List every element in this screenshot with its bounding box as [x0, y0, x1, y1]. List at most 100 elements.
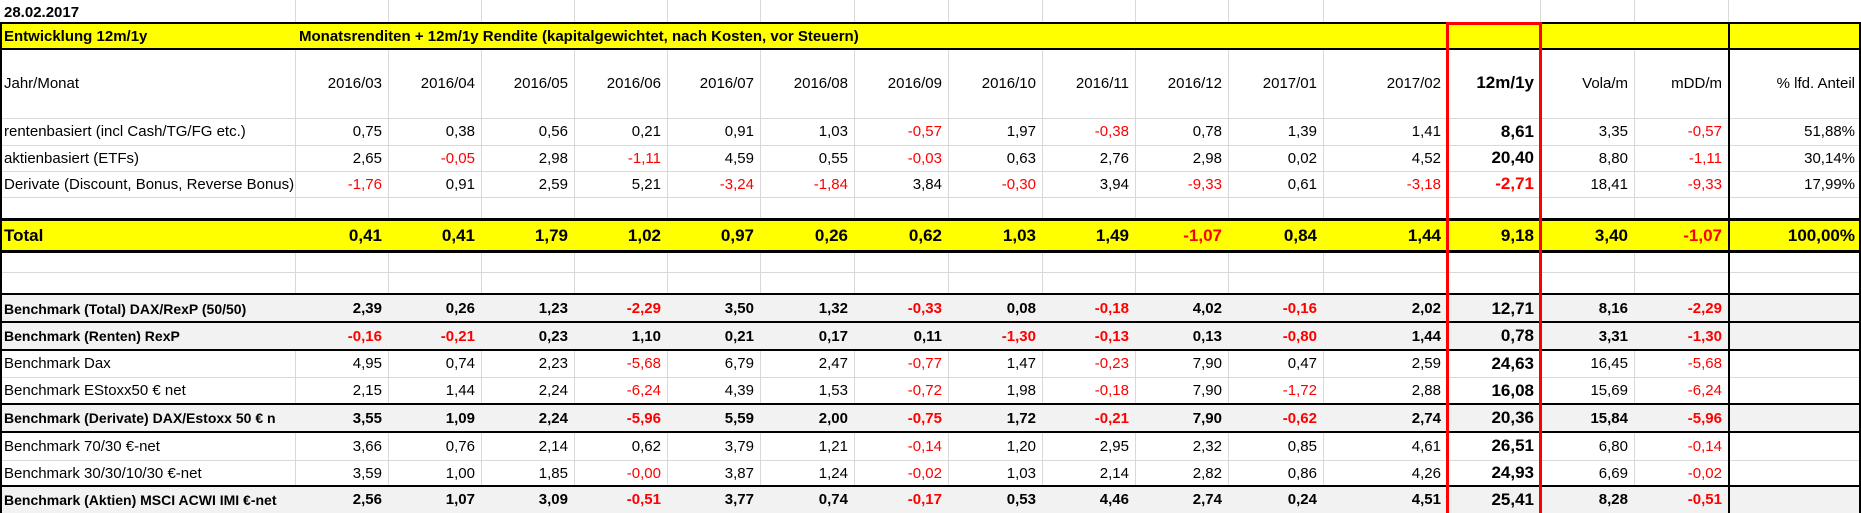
benchmark-label[interactable]: Benchmark (Total) DAX/RexP (50/50)	[4, 300, 247, 317]
total-month-value[interactable]: 0,41	[441, 225, 475, 245]
benchmark-vola[interactable]: 8,16	[1598, 300, 1628, 317]
month-value[interactable]: -0,03	[907, 149, 942, 167]
header-month[interactable]: 2016/10	[981, 74, 1036, 92]
benchmark-month-value[interactable]: -0,14	[907, 437, 942, 455]
benchmark-month-value[interactable]: 1,47	[1006, 355, 1036, 372]
benchmark-month-value[interactable]: 1,44	[445, 382, 475, 399]
month-value[interactable]: 2,65	[352, 149, 382, 167]
total-month-value[interactable]: 0,41	[348, 225, 382, 245]
benchmark-label[interactable]: Benchmark 70/30 €-net	[4, 437, 160, 455]
row-label[interactable]: Derivate (Discount, Bonus, Reverse Bonus…	[4, 175, 295, 193]
benchmark-month-value[interactable]: 6,79	[724, 355, 754, 372]
benchmark-month-value[interactable]: 2,24	[538, 382, 568, 399]
benchmark-month-value[interactable]: -0,72	[907, 382, 942, 399]
header-month[interactable]: 2017/01	[1262, 74, 1317, 92]
mdd-value[interactable]: -1,11	[1688, 149, 1722, 167]
benchmark-month-value[interactable]: 1,85	[538, 464, 568, 482]
total-month-value[interactable]: -1,07	[1183, 225, 1222, 245]
month-value[interactable]: 3,84	[912, 175, 942, 193]
benchmark-month-value[interactable]: 1,23	[538, 300, 568, 317]
benchmark-mdd[interactable]: -5,96	[1687, 409, 1722, 427]
benchmark-month-value[interactable]: 0,24	[1287, 491, 1317, 508]
month-value[interactable]: 0,63	[1006, 149, 1036, 167]
benchmark-month-value[interactable]: -1,30	[1001, 327, 1036, 345]
benchmark-vola[interactable]: 3,31	[1598, 327, 1628, 345]
month-value[interactable]: 0,78	[1192, 123, 1222, 140]
benchmark-month-value[interactable]: 7,90	[1192, 355, 1222, 372]
benchmark-month-value[interactable]: 2,74	[1411, 409, 1441, 427]
benchmark-month-value[interactable]: 2,82	[1192, 464, 1222, 482]
month-value[interactable]: 0,02	[1287, 149, 1317, 167]
total-month-value[interactable]: 1,03	[1002, 225, 1036, 245]
total-anteil[interactable]: 100,00%	[1787, 225, 1855, 245]
benchmark-label[interactable]: Benchmark EStoxx50 € net	[4, 382, 186, 399]
total-month-value[interactable]: 0,26	[814, 225, 848, 245]
header-month[interactable]: 2016/08	[793, 74, 848, 92]
benchmark-month-value[interactable]: 7,90	[1192, 382, 1222, 399]
benchmark-month-value[interactable]: 2,88	[1411, 382, 1441, 399]
benchmark-month-value[interactable]: 0,47	[1287, 355, 1317, 372]
benchmark-mdd[interactable]: -5,68	[1687, 355, 1722, 372]
month-value[interactable]: 2,98	[538, 149, 568, 167]
benchmark-month-value[interactable]: -6,24	[626, 382, 661, 399]
total-label[interactable]: Total	[4, 225, 44, 245]
month-value[interactable]: 0,61	[1287, 175, 1317, 193]
benchmark-month-value[interactable]: 1,32	[818, 300, 848, 317]
benchmark-month-value[interactable]: 4,46	[1099, 491, 1129, 508]
benchmark-month-value[interactable]: 0,74	[445, 355, 475, 372]
benchmark-month-value[interactable]: -0,77	[907, 355, 942, 372]
anteil-value[interactable]: 51,88%	[1804, 123, 1855, 140]
benchmark-month-value[interactable]: -1,72	[1282, 382, 1317, 399]
benchmark-month-value[interactable]: 0,85	[1287, 437, 1317, 455]
benchmark-month-value[interactable]: 3,77	[724, 491, 754, 508]
month-value[interactable]: 0,56	[538, 123, 568, 140]
benchmark-y12[interactable]: 0,78	[1500, 326, 1534, 345]
y12-value[interactable]: 20,40	[1491, 148, 1534, 167]
benchmark-month-value[interactable]: 0,17	[818, 327, 848, 345]
benchmark-month-value[interactable]: -5,68	[626, 355, 661, 372]
total-month-value[interactable]: 1,44	[1407, 225, 1441, 245]
month-value[interactable]: -1,11	[627, 149, 661, 167]
month-value[interactable]: 1,41	[1411, 123, 1441, 140]
total-month-value[interactable]: 0,62	[908, 225, 942, 245]
total-month-value[interactable]: 0,97	[720, 225, 754, 245]
month-value[interactable]: 0,38	[445, 123, 475, 140]
total-month-value[interactable]: 0,84	[1283, 225, 1317, 245]
benchmark-month-value[interactable]: 2,02	[1411, 300, 1441, 317]
month-value[interactable]: 4,52	[1411, 149, 1441, 167]
y12-value[interactable]: 8,61	[1500, 121, 1534, 141]
benchmark-mdd[interactable]: -0,02	[1687, 464, 1722, 482]
header-month[interactable]: 2016/04	[420, 74, 475, 92]
benchmark-month-value[interactable]: 3,59	[352, 464, 382, 482]
month-value[interactable]: 2,76	[1099, 149, 1129, 167]
benchmark-month-value[interactable]: 0,86	[1287, 464, 1317, 482]
benchmark-month-value[interactable]: 0,26	[445, 300, 475, 317]
benchmark-month-value[interactable]: -0,16	[1282, 300, 1317, 317]
benchmark-vola[interactable]: 16,45	[1590, 355, 1628, 372]
benchmark-month-value[interactable]: 1,09	[445, 409, 475, 427]
mdd-value[interactable]: -0,57	[1687, 123, 1722, 140]
benchmark-label[interactable]: Benchmark (Renten) RexP	[4, 328, 180, 344]
vola-value[interactable]: 8,80	[1598, 149, 1628, 167]
vola-value[interactable]: 3,35	[1598, 123, 1628, 140]
benchmark-month-value[interactable]: -0,18	[1094, 382, 1129, 399]
header-month[interactable]: 2016/05	[513, 74, 568, 92]
month-value[interactable]: 3,94	[1099, 175, 1129, 193]
month-value[interactable]: -0,30	[1001, 175, 1036, 193]
benchmark-month-value[interactable]: -0,62	[1282, 409, 1317, 427]
benchmark-vola[interactable]: 15,69	[1590, 382, 1628, 399]
benchmark-month-value[interactable]: 1,98	[1006, 382, 1036, 399]
month-value[interactable]: 4,59	[724, 149, 754, 167]
header-label[interactable]: Jahr/Monat	[4, 74, 80, 92]
benchmark-month-value[interactable]: 1,10	[631, 327, 661, 345]
month-value[interactable]: 5,21	[631, 175, 661, 193]
benchmark-month-value[interactable]: 3,66	[352, 437, 382, 455]
benchmark-month-value[interactable]: 4,02	[1192, 300, 1222, 317]
benchmark-y12[interactable]: 12,71	[1491, 298, 1534, 318]
month-value[interactable]: -0,38	[1094, 123, 1129, 140]
benchmark-month-value[interactable]: -0,80	[1282, 327, 1317, 345]
benchmark-y12[interactable]: 24,63	[1491, 353, 1534, 373]
benchmark-label[interactable]: Benchmark Dax	[4, 355, 111, 372]
month-value[interactable]: 0,91	[445, 175, 475, 193]
benchmark-label[interactable]: Benchmark (Derivate) DAX/Estoxx 50 € n	[4, 410, 276, 426]
